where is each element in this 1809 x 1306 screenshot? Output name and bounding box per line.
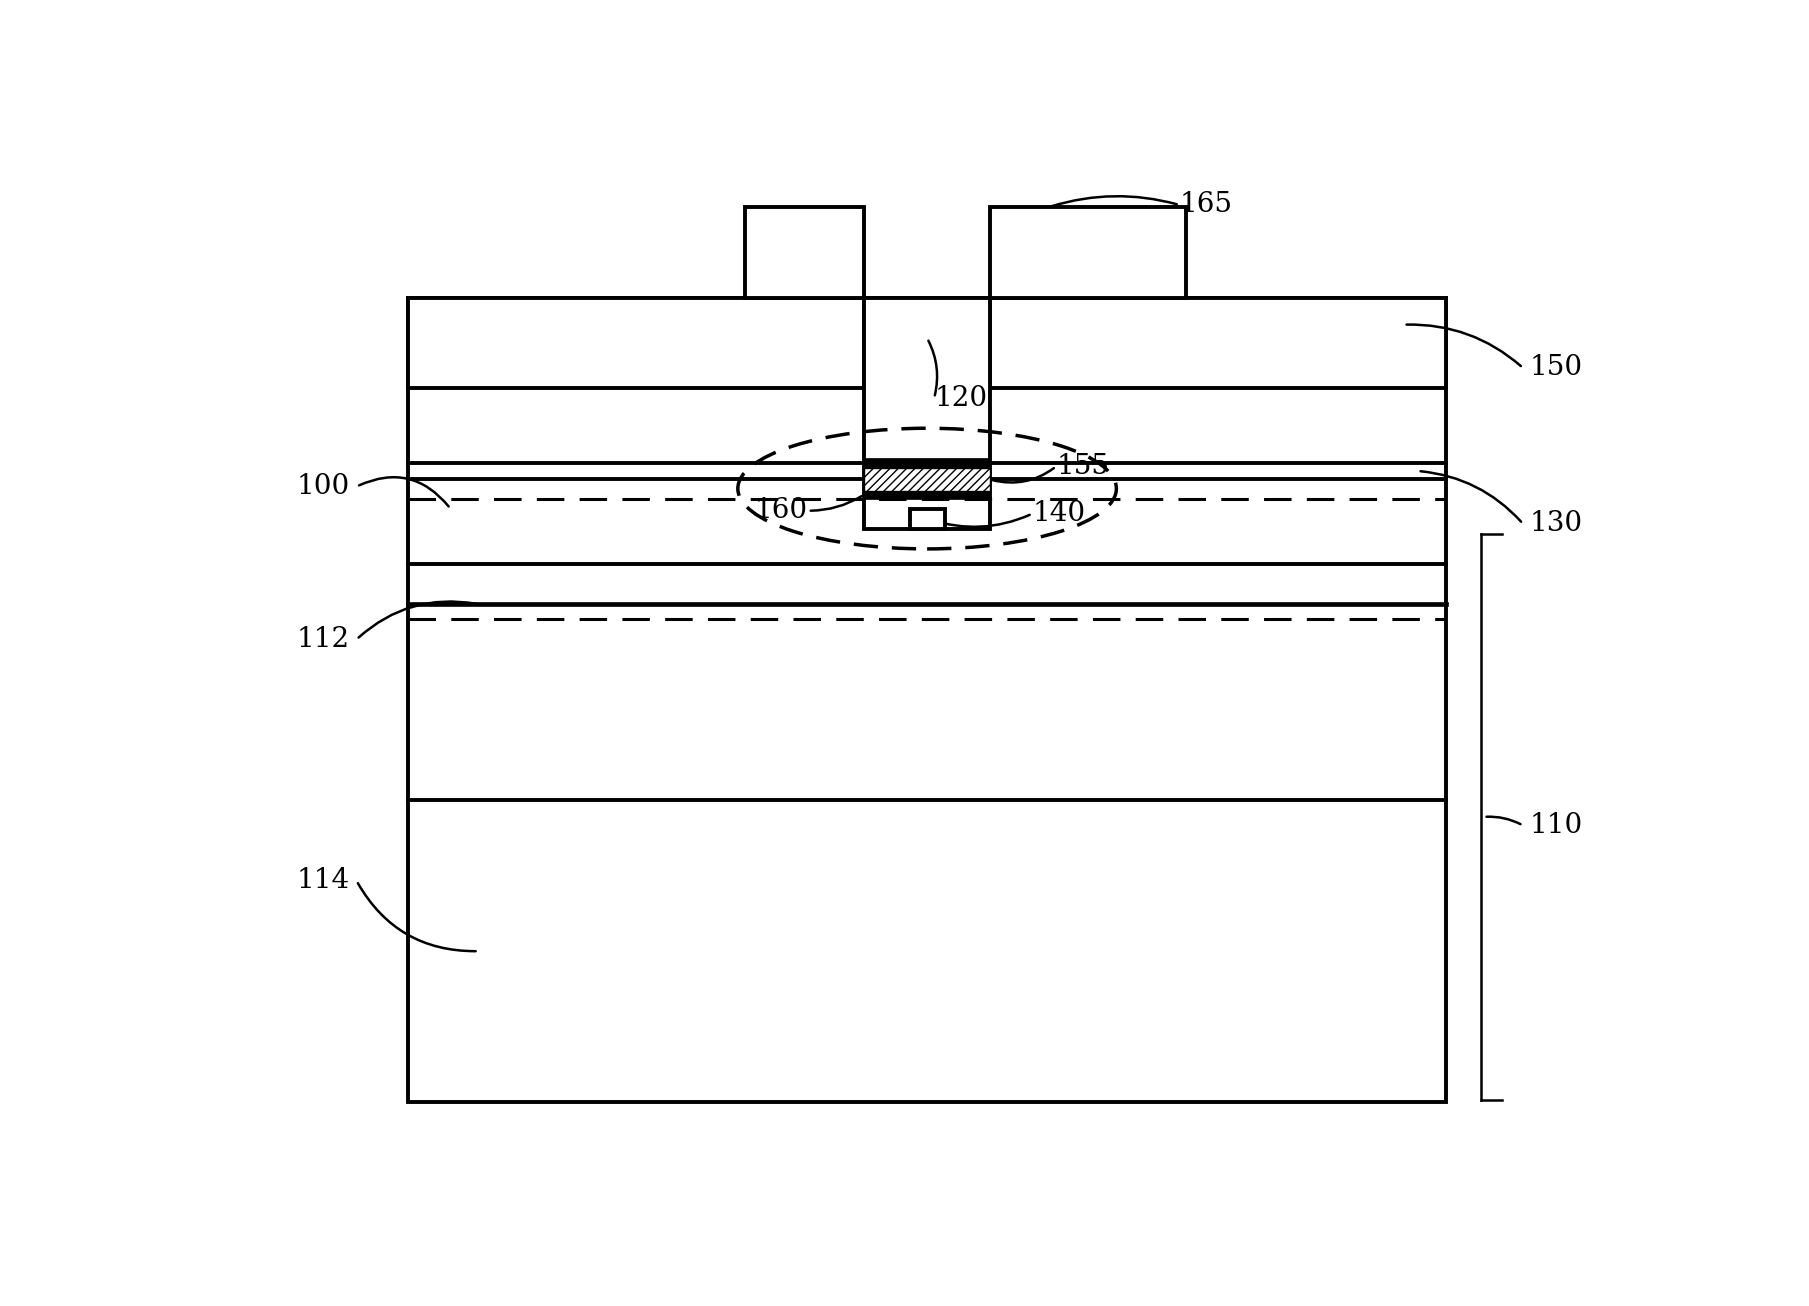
Text: 140: 140 [1033,500,1085,528]
Text: 100: 100 [297,473,349,500]
Text: 112: 112 [297,626,349,653]
Text: 155: 155 [1056,453,1109,479]
Text: 165: 165 [1179,192,1232,218]
Bar [409,298,865,388]
Bar [910,508,946,529]
Bar [409,298,1445,1102]
Text: 110: 110 [1530,812,1583,838]
Text: 150: 150 [1530,354,1583,381]
Text: 114: 114 [297,867,349,895]
Bar [745,206,865,298]
Bar [990,298,1445,388]
Bar [865,469,990,491]
Bar [865,458,990,469]
Bar [865,491,990,499]
Text: 130: 130 [1530,511,1583,537]
Text: 160: 160 [754,498,809,524]
Bar [865,298,990,529]
Text: 120: 120 [933,384,988,411]
Bar [990,206,1187,298]
